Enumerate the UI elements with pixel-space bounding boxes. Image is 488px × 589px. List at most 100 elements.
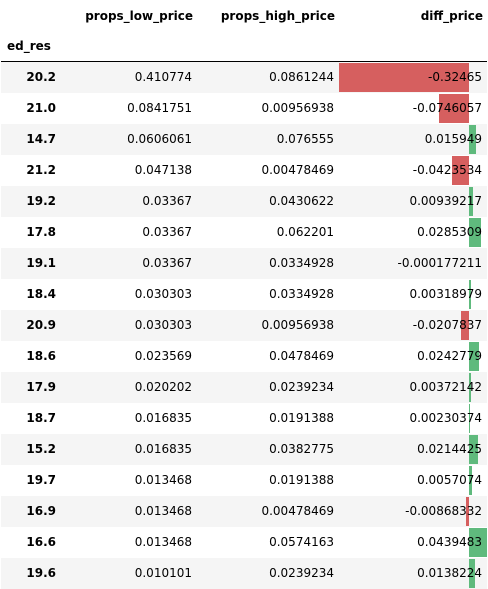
diff-price-cell: -0.0423534 [339,155,487,186]
row-index-cell: 18.7 [26,411,56,425]
table-row: 16.9 0.013468 0.00478469 -0.00868332 [1,495,487,527]
props-low-price-cell: 0.410774 [134,70,192,84]
table-row: 21.0 0.0841751 0.00956938 -0.0746057 [1,92,487,124]
props-high-price-cell: 0.0191388 [269,473,334,487]
table-row: 18.4 0.030303 0.0334928 0.00318979 [1,278,487,310]
props-low-price-cell: 0.013468 [134,473,192,487]
table-row: 18.6 0.023569 0.0478469 0.0242779 [1,340,487,372]
props-high-price-cell: 0.00956938 [261,101,334,115]
props-low-price-cell: 0.030303 [134,287,192,301]
props-low-price-cell: 0.03367 [142,225,192,239]
props-low-price-cell: 0.016835 [134,442,192,456]
diff-price-bar [461,310,470,340]
diff-price-cell: 0.0057074 [339,465,487,496]
diff-price-cell: 0.0285309 [339,217,487,248]
diff-price-bar [469,217,481,247]
diff-price-value: 0.0138224 [417,565,482,580]
table-row: 14.7 0.0606061 0.076555 0.015949 [1,123,487,155]
table-row: 19.2 0.03367 0.0430622 0.00939217 [1,185,487,217]
diff-price-value: -0.0423534 [412,162,482,177]
props-high-price-cell: 0.00478469 [261,163,334,177]
props-high-price-cell: 0.062201 [276,225,334,239]
props-high-price-cell: 0.0574163 [269,535,334,549]
props-low-price-cell: 0.03367 [142,256,192,270]
diff-price-cell: -0.000177211 [339,248,487,279]
props-low-price-cell: 0.030303 [134,318,192,332]
index-name-row: ed_res [1,31,487,62]
diff-price-cell: 0.00318979 [339,279,487,310]
props-low-price-cell: 0.023569 [134,349,192,363]
diff-price-value: 0.00230374 [409,410,482,425]
props-high-price-cell: 0.0334928 [269,287,334,301]
props-low-price-cell: 0.03367 [142,194,192,208]
diff-price-value: -0.00868332 [405,503,482,518]
column-header-props-high-price: props_high_price [220,8,335,23]
diff-price-cell: 0.015949 [339,124,487,155]
props-high-price-cell: 0.0239234 [269,380,334,394]
row-index-cell: 21.2 [26,163,56,177]
diff-price-bar [439,93,470,123]
table-row: 18.7 0.016835 0.0191388 0.00230374 [1,402,487,434]
row-index-cell: 19.6 [26,566,56,580]
diff-price-bar [469,527,487,557]
diff-price-value: 0.0242779 [417,348,482,363]
row-index-cell: 17.9 [26,380,56,394]
diff-price-bar [465,496,470,526]
props-low-price-cell: 0.013468 [134,504,192,518]
table-row: 21.2 0.047138 0.00478469 -0.0423534 [1,154,487,186]
diff-price-value: 0.0057074 [417,472,482,487]
row-index-cell: 19.1 [26,256,56,270]
diff-price-bar [339,62,470,92]
diff-price-cell: -0.00868332 [339,496,487,527]
diff-price-bar [469,372,471,402]
column-header-diff-price: diff_price [420,8,483,23]
props-high-price-cell: 0.00478469 [261,504,334,518]
diff-price-cell: 0.0439483 [339,527,487,558]
diff-price-value: 0.0214425 [417,441,482,456]
diff-price-value: 0.00318979 [409,286,482,301]
table-row: 20.2 0.410774 0.0861244 -0.32465 [1,61,487,93]
blank-header-cell [61,31,197,62]
blank-header-cell [1,0,61,31]
diff-price-value: -0.000177211 [397,255,483,270]
table-row: 17.8 0.03367 0.062201 0.0285309 [1,216,487,248]
table-row: 19.6 0.010101 0.0239234 0.0138224 [1,557,487,589]
row-index-cell: 21.0 [26,101,56,115]
props-low-price-cell: 0.010101 [134,566,192,580]
diff-price-cell: 0.0214425 [339,434,487,465]
blank-header-cell [339,31,487,62]
diff-price-cell: 0.00939217 [339,186,487,217]
diff-price-value: -0.0207837 [412,317,482,332]
diff-price-cell: -0.0746057 [339,93,487,124]
diff-price-value: -0.0746057 [412,100,482,115]
diff-price-bar [469,341,480,371]
diff-price-cell: 0.0138224 [339,558,487,589]
props-high-price-cell: 0.00956938 [261,318,334,332]
row-index-cell: 16.9 [26,504,56,518]
diff-price-bar [469,558,475,588]
row-index-cell: 20.2 [26,70,56,84]
diff-price-cell: 0.00230374 [339,403,487,434]
props-high-price-cell: 0.0334928 [269,256,334,270]
row-index-cell: 18.6 [26,349,56,363]
diff-price-bar [469,403,471,433]
diff-price-bar [452,155,470,185]
props-high-price-cell: 0.0382775 [269,442,334,456]
props-high-price-cell: 0.0861244 [269,70,334,84]
row-index-cell: 18.4 [26,287,56,301]
row-index-cell: 20.9 [26,318,56,332]
props-high-price-cell: 0.0430622 [269,194,334,208]
diff-price-value: -0.32465 [428,69,482,84]
row-index-cell: 19.2 [26,194,56,208]
props-high-price-cell: 0.0239234 [269,566,334,580]
diff-price-bar [469,279,471,309]
column-header-props-low-price: props_low_price [85,8,193,23]
table-row: 19.7 0.013468 0.0191388 0.0057074 [1,464,487,496]
diff-price-value: 0.00372142 [409,379,482,394]
diff-price-value: 0.00939217 [409,193,482,208]
props-high-price-cell: 0.0191388 [269,411,334,425]
row-index-cell: 17.8 [26,225,56,239]
props-low-price-cell: 0.020202 [134,380,192,394]
props-high-price-cell: 0.0478469 [269,349,334,363]
table-row: 16.6 0.013468 0.0574163 0.0439483 [1,526,487,558]
